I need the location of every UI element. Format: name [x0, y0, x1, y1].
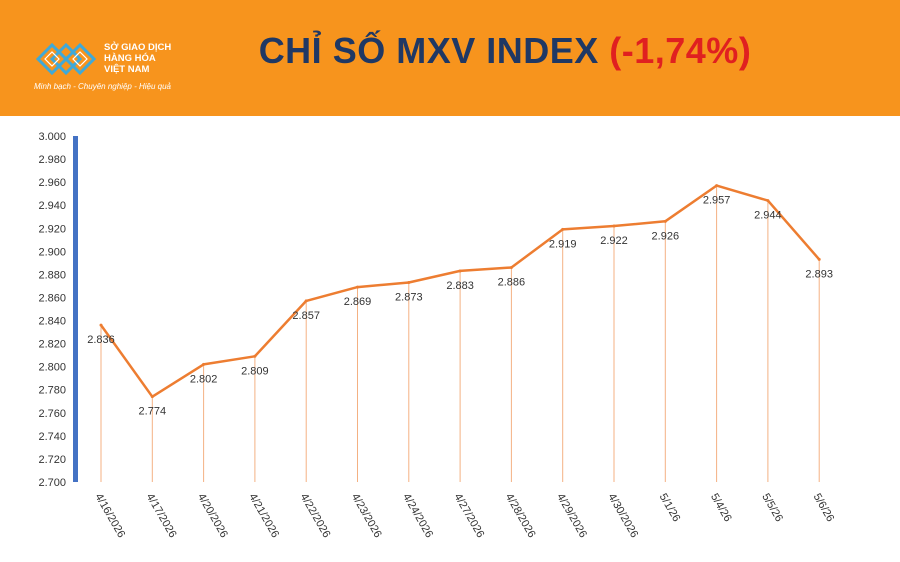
y-tick-label: 2.940: [38, 200, 66, 212]
data-label: 2.919: [549, 238, 577, 250]
y-tick-label: 2.700: [38, 477, 66, 489]
data-label: 2.944: [754, 210, 782, 222]
data-labels: 2.836 2.774 2.802 2.809 2.857 2.869 2.873 2.883…: [87, 184, 833, 418]
y-axis-ticks: 2.700 2.720 2.740 2.760 2.780 2.800 2.820 2.840…: [38, 131, 66, 489]
logo-name: SỞ GIAO DỊCH HÀNG HÓA VIỆT NAM: [104, 42, 171, 75]
data-point: [612, 224, 616, 228]
data-point: [150, 395, 154, 399]
data-point: [509, 265, 513, 269]
drop-lines: [100, 185, 820, 482]
x-tick-label: 5/5/26: [759, 492, 785, 524]
logo-name-line-1: SỞ GIAO DỊCH: [104, 42, 172, 53]
x-axis-ticks: 4/16/2026 4/17/2026 4/20/2026 4/21/2026 4/22…: [92, 492, 836, 540]
data-point: [99, 323, 103, 327]
y-tick-label: 2.760: [38, 408, 66, 420]
y-tick-label: 2.960: [38, 177, 66, 189]
title-text: CHỈ SỐ MXV INDEX: [258, 30, 599, 71]
exchange-logo: SỞ GIAO DỊCH HÀNG HÓA VIỆT NAM Minh bạch…: [34, 38, 184, 98]
chart-area: [0, 116, 900, 562]
data-label: 2.809: [241, 365, 269, 377]
x-tick-label: 4/30/2026: [605, 492, 640, 540]
x-tick-label: 4/24/2026: [400, 492, 435, 540]
y-tick-label: 2.840: [38, 316, 66, 328]
y-tick-label: 2.780: [38, 385, 66, 397]
data-point: [304, 299, 308, 303]
data-point: [202, 362, 206, 366]
exchange-logo-icon: [35, 42, 97, 76]
y-tick-label: 2.860: [38, 292, 66, 304]
y-tick-label: 2.880: [38, 269, 66, 281]
x-tick-label: 4/23/2026: [349, 492, 384, 540]
x-tick-label: 4/29/2026: [554, 492, 589, 540]
x-tick-label: 5/1/26: [657, 492, 683, 524]
data-point: [407, 280, 411, 284]
data-label: 2.893: [805, 268, 833, 280]
data-point: [766, 199, 770, 203]
x-tick-label: 4/21/2026: [246, 492, 281, 540]
x-tick-label: 4/27/2026: [452, 492, 487, 540]
data-label: 2.836: [87, 334, 115, 346]
data-label: 2.774: [139, 406, 167, 418]
y-tick-label: 2.820: [38, 339, 66, 351]
y-axis-bar: [73, 136, 78, 482]
data-label: 2.857: [292, 310, 320, 322]
data-point: [663, 219, 667, 223]
x-tick-label: 4/22/2026: [298, 492, 333, 540]
data-label: 2.883: [446, 280, 474, 292]
x-tick-label: 4/20/2026: [195, 492, 230, 540]
logo-tagline: Minh bạch - Chuyên nghiệp - Hiệu quả: [34, 82, 171, 91]
data-point: [458, 269, 462, 273]
x-tick-label: 4/28/2026: [503, 492, 538, 540]
y-tick-label: 3.000: [38, 131, 66, 143]
data-label: 2.926: [652, 230, 680, 242]
header-banner: SỞ GIAO DỊCH HÀNG HÓA VIỆT NAM Minh bạch…: [0, 0, 900, 116]
y-tick-label: 2.800: [38, 362, 66, 374]
data-label: 2.957: [703, 195, 731, 207]
y-tick-label: 2.920: [38, 223, 66, 235]
page-title: CHỈ SỐ MXV INDEX (-1,74%): [0, 30, 900, 72]
y-tick-label: 2.740: [38, 431, 66, 443]
data-label: 2.922: [600, 235, 628, 247]
data-label: 2.802: [190, 373, 218, 385]
x-tick-label: 5/4/26: [708, 492, 734, 524]
data-label: 2.886: [498, 276, 526, 288]
x-tick-label: 5/6/26: [811, 492, 837, 524]
data-point: [356, 285, 359, 289]
data-point: [253, 354, 257, 358]
y-tick-label: 2.720: [38, 454, 66, 466]
data-point: [561, 227, 565, 231]
logo-name-line-3: VIỆT NAM: [104, 64, 150, 75]
x-tick-label: 4/16/2026: [92, 492, 127, 540]
data-point: [817, 257, 821, 261]
logo-name-line-2: HÀNG HÓA: [104, 53, 156, 64]
x-tick-label: 4/17/2026: [144, 492, 179, 540]
data-label: 2.873: [395, 291, 423, 303]
y-tick-label: 2.980: [38, 154, 66, 166]
data-point: [715, 184, 719, 188]
y-tick-label: 2.900: [38, 246, 66, 258]
data-label: 2.869: [344, 296, 372, 308]
index-change: (-1,74%): [609, 30, 752, 71]
